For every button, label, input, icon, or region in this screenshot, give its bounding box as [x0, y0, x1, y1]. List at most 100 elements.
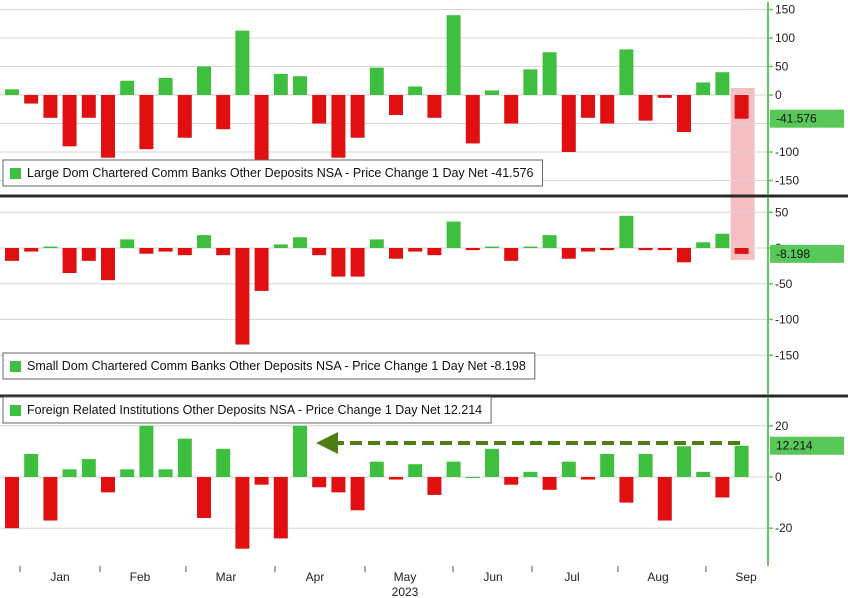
bar	[677, 248, 691, 263]
bar	[427, 477, 442, 495]
bar	[235, 477, 250, 549]
bar	[43, 477, 58, 521]
legend-label: Foreign Related Institutions Other Depos…	[27, 403, 482, 417]
bar	[715, 477, 730, 498]
bar	[581, 248, 595, 252]
bar	[177, 248, 192, 256]
bar	[24, 95, 39, 104]
bar	[638, 453, 653, 477]
bar	[254, 477, 269, 485]
bar	[600, 248, 615, 251]
bar	[158, 77, 173, 95]
bar	[696, 242, 711, 248]
y-tick-label: 100	[775, 31, 795, 45]
bar	[24, 453, 39, 477]
bar	[81, 459, 96, 477]
bar	[523, 471, 538, 477]
bar	[120, 469, 135, 477]
bar	[485, 90, 499, 95]
bar	[101, 477, 115, 493]
bar	[369, 67, 384, 95]
x-tick-label: Apr	[306, 570, 325, 584]
bar	[465, 477, 480, 478]
legend-box	[2, 159, 543, 187]
bar	[81, 95, 96, 118]
bar	[24, 248, 39, 252]
x-tick-label: May	[394, 570, 417, 584]
bar	[715, 233, 730, 248]
bar	[139, 425, 154, 477]
x-tick-label: Mar	[216, 570, 237, 584]
bar	[331, 477, 346, 493]
bar	[120, 239, 135, 248]
panel-separators	[0, 194, 848, 398]
bar	[734, 95, 749, 119]
bar	[177, 438, 192, 477]
bar	[158, 469, 173, 477]
bar	[293, 425, 307, 477]
bar	[446, 221, 461, 248]
bar	[696, 82, 711, 95]
bar	[657, 477, 672, 521]
bar	[216, 248, 231, 256]
bar	[542, 52, 557, 95]
bar	[657, 248, 672, 251]
bar	[5, 248, 19, 261]
bar	[5, 89, 19, 95]
bar	[696, 471, 711, 477]
bar	[677, 446, 691, 477]
bar	[197, 66, 211, 95]
bar	[600, 95, 615, 124]
bar	[312, 95, 327, 124]
bar	[638, 95, 653, 121]
bar	[446, 15, 461, 96]
last-value-badge	[770, 109, 844, 128]
legend-box	[2, 352, 536, 380]
bar	[734, 445, 749, 477]
bar	[389, 95, 403, 115]
x-tick-label: Jan	[50, 570, 69, 584]
bar	[389, 477, 403, 480]
bar	[734, 248, 749, 254]
bar	[177, 95, 192, 138]
legend-swatch	[10, 168, 21, 179]
bar	[312, 477, 327, 488]
bar	[120, 80, 135, 95]
y-tick-label: -150	[775, 174, 799, 188]
legend-box	[2, 396, 492, 424]
legend-label: Small Dom Chartered Comm Banks Other Dep…	[27, 359, 526, 373]
bar	[677, 95, 691, 133]
bar	[619, 49, 634, 95]
y-tick-label: 50	[775, 60, 789, 74]
last-value-badge	[770, 244, 844, 263]
x-tick-label: Sep	[735, 570, 757, 584]
bar	[619, 477, 634, 503]
y-tick-label: -50	[775, 277, 793, 291]
bar	[619, 215, 634, 248]
bar	[331, 248, 346, 277]
bar	[581, 95, 595, 118]
bar	[158, 248, 173, 252]
x-tick-label: Jul	[564, 570, 579, 584]
bar	[465, 248, 480, 251]
bar	[312, 248, 327, 256]
last-value-badge	[770, 436, 844, 455]
bar	[81, 248, 96, 261]
bar	[427, 248, 442, 256]
x-tick-label: Feb	[130, 570, 151, 584]
bar	[101, 95, 115, 158]
y-tick-label: 50	[775, 205, 789, 219]
bar	[504, 248, 519, 261]
last-value-label: 12.214	[776, 439, 813, 453]
bar	[446, 461, 461, 477]
legend: Large Dom Chartered Comm Banks Other Dep…	[2, 159, 543, 187]
bar	[523, 69, 538, 95]
bar	[62, 95, 77, 147]
gridlines	[0, 9, 768, 529]
trend-arrow-head	[316, 432, 338, 454]
bar	[235, 248, 250, 345]
bar	[293, 237, 307, 248]
bar	[273, 244, 288, 248]
y-tick-label: 20	[775, 419, 789, 433]
bar	[408, 464, 423, 477]
